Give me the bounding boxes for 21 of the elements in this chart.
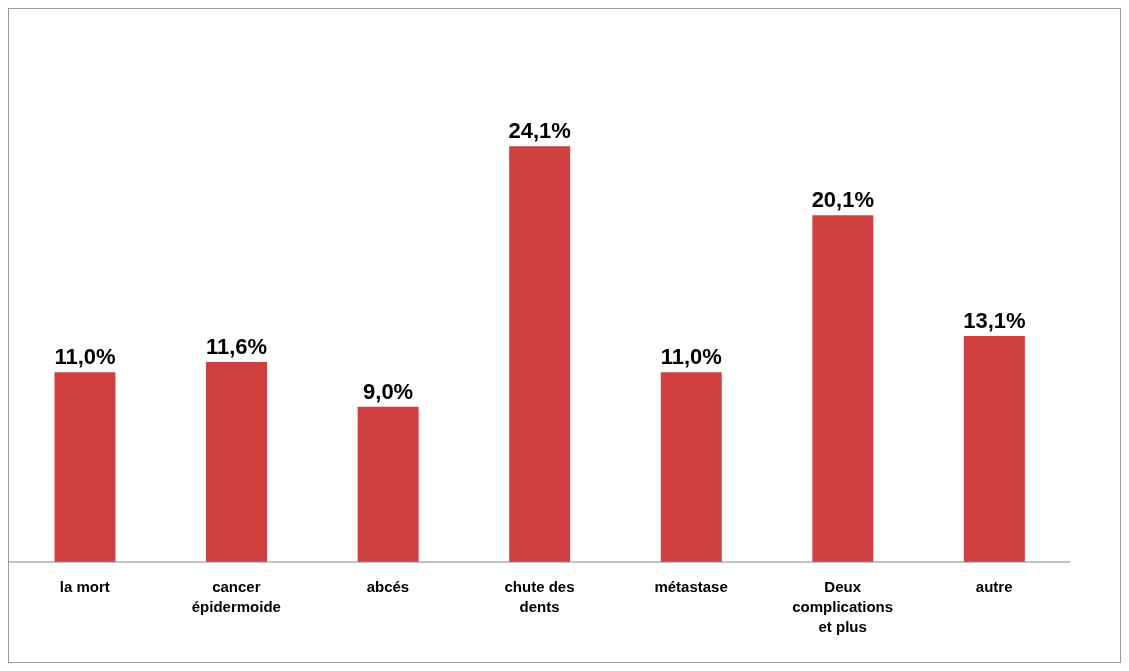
x-tick-label: autre (975, 578, 1013, 595)
x-tick-label: Deux complications et plus (792, 578, 894, 635)
x-tick-label: abcés (366, 578, 410, 595)
x-tick-label: métastase (654, 578, 728, 595)
bar (812, 215, 874, 562)
x-tick-label: cancer épidermoide (191, 578, 281, 615)
data-label: 20,1% (811, 187, 875, 213)
bar (509, 146, 571, 562)
bar (660, 372, 722, 562)
data-label: 11,0% (660, 344, 722, 370)
x-tick-label: chute des dents (504, 578, 575, 615)
bar (206, 361, 268, 562)
data-label: 24,1% (508, 118, 571, 144)
bar (357, 406, 419, 562)
data-label: 13,1% (963, 308, 1026, 334)
data-label: 11,0% (54, 344, 116, 370)
data-label: 9,0% (363, 378, 414, 404)
bar (54, 372, 116, 562)
x-tick-label: la mort (59, 578, 110, 595)
bar (963, 336, 1025, 562)
data-label: 11,6% (205, 333, 268, 359)
